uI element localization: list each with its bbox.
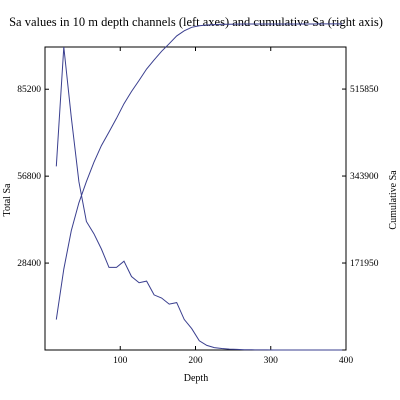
cumulative-sa-line xyxy=(55,23,343,320)
y-axis-label-left: Total Sa xyxy=(2,183,13,216)
y-tick-label-left: 85200 xyxy=(17,85,41,95)
chart-title: Sa values in 10 m depth channels (left a… xyxy=(9,15,383,29)
y-tick-label-right: 343900 xyxy=(350,172,379,182)
y-tick-label-left: 28400 xyxy=(17,259,41,269)
x-axis-label: Depth xyxy=(184,373,208,384)
y-tick-label-right: 515850 xyxy=(350,85,379,95)
x-tick-label: 200 xyxy=(188,356,203,366)
plot-frame xyxy=(44,46,347,351)
series-lines xyxy=(55,23,343,351)
x-tick-label: 400 xyxy=(339,356,354,366)
y-tick-label-left: 56800 xyxy=(17,172,41,182)
x-tick-label: 300 xyxy=(264,356,279,366)
ticks: 100 200 300 400 28400 56800 85200 171950 343900 5… xyxy=(17,47,379,366)
total-sa-line xyxy=(55,46,343,351)
x-tick-label: 100 xyxy=(113,356,128,366)
y-tick-label-right: 171950 xyxy=(350,259,379,269)
y-axis-label-right: Cumulative Sa xyxy=(388,170,399,230)
